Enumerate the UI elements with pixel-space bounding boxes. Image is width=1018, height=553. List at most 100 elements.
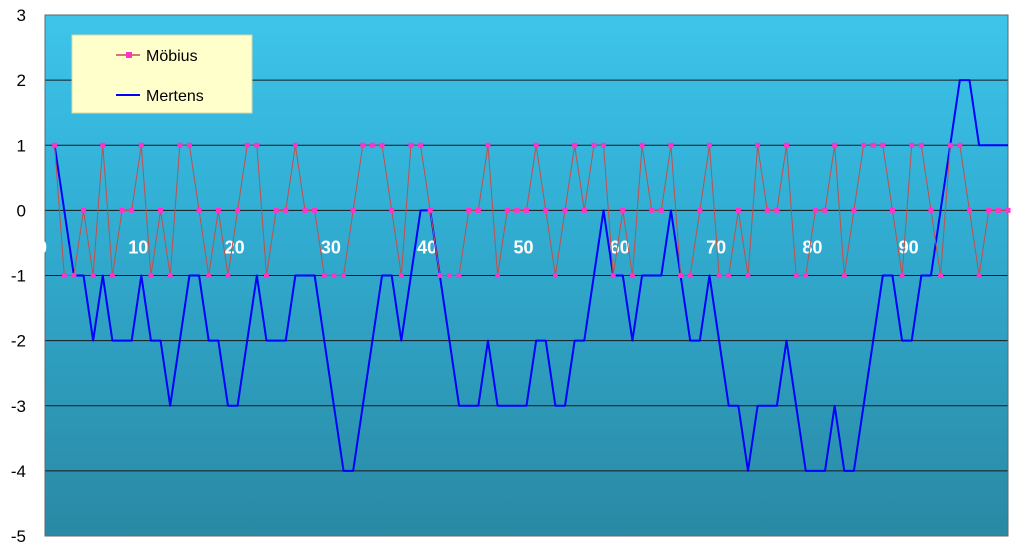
x-tick-label: 0	[37, 237, 47, 257]
series-line-mertens	[53, 79, 1008, 472]
mobius-point	[812, 207, 818, 213]
mobius-point	[215, 207, 221, 213]
mobius-point	[668, 142, 674, 148]
x-tick-label: 80	[802, 237, 822, 257]
mobius-point	[495, 273, 501, 278]
plot-border	[44, 14, 1009, 537]
y-tick-label: 3	[17, 6, 26, 25]
series-layer	[52, 79, 1011, 472]
mobius-point	[148, 273, 154, 278]
mobius-point	[610, 273, 616, 278]
mobius-point	[841, 273, 847, 278]
mobius-point	[186, 142, 192, 148]
mobius-point	[196, 207, 202, 213]
mobius-point	[90, 273, 96, 278]
y-tick-label: 2	[17, 71, 26, 90]
mobius-point	[119, 207, 125, 213]
mobius-point	[774, 207, 780, 213]
x-tick-label: 10	[128, 237, 148, 257]
mobius-point	[138, 142, 144, 148]
mobius-point	[302, 207, 308, 213]
mobius-point	[629, 273, 635, 278]
mobius-point	[158, 207, 164, 213]
mobius-point	[889, 207, 895, 213]
mobius-point	[552, 273, 558, 278]
mobius-point	[533, 142, 539, 148]
mobius-point	[418, 142, 424, 148]
mobius-point	[716, 273, 722, 278]
mobius-point	[341, 273, 347, 278]
mobius-point	[1005, 207, 1011, 213]
mobius-point	[437, 273, 443, 278]
mobius-point	[620, 207, 626, 213]
mobius-point	[52, 142, 58, 148]
mobius-point	[350, 207, 356, 213]
mobius-point	[109, 273, 115, 278]
mobius-point	[938, 273, 944, 278]
x-tick-label: 50	[513, 237, 533, 257]
mobius-point	[283, 207, 289, 213]
mobius-point	[687, 273, 693, 278]
legend-label-mertens: Mertens	[146, 88, 204, 105]
mobius-point	[456, 273, 462, 278]
y-tick-label: -5	[11, 527, 26, 546]
mobius-point	[947, 142, 953, 148]
y-tick-label: 0	[17, 201, 26, 220]
mobius-point	[851, 207, 857, 213]
mobius-point	[572, 142, 578, 148]
mobius-point	[918, 142, 924, 148]
mobius-point	[803, 273, 809, 278]
mobius-point	[957, 142, 963, 148]
x-tick-label: 60	[610, 237, 630, 257]
mobius-point	[167, 273, 173, 278]
legend: Möbius Mertens	[71, 34, 253, 114]
mobius-point	[61, 273, 67, 278]
mobius-point	[832, 142, 838, 148]
y-tick-label: -3	[11, 397, 26, 416]
mobius-point	[485, 142, 491, 148]
mobius-point	[735, 207, 741, 213]
mobius-point	[206, 273, 212, 278]
mobius-point	[793, 273, 799, 278]
mobius-point	[100, 142, 106, 148]
mobius-point	[784, 142, 790, 148]
mobius-point	[312, 207, 318, 213]
mobius-point	[726, 273, 732, 278]
mobius-point	[678, 273, 684, 278]
mobius-point	[263, 273, 269, 278]
mobius-point	[244, 142, 250, 148]
mobius-point	[543, 207, 549, 213]
mobius-point	[129, 207, 135, 213]
mobius-point	[976, 273, 982, 278]
mobius-point	[899, 273, 905, 278]
mobius-point	[71, 273, 77, 278]
mobius-point	[235, 207, 241, 213]
mobius-point	[81, 207, 87, 213]
mobius-point	[909, 142, 915, 148]
y-tick-label: -1	[11, 267, 26, 286]
mobius-point	[822, 207, 828, 213]
y-tick-label: -4	[11, 462, 26, 481]
mobius-point	[389, 207, 395, 213]
x-tick-label: 30	[321, 237, 341, 257]
y-tick-label: 1	[17, 136, 26, 155]
mobius-point	[649, 207, 655, 213]
mobius-point	[379, 142, 385, 148]
mobius-point	[764, 207, 770, 213]
mobius-point	[562, 207, 568, 213]
x-tick-label: 90	[899, 237, 919, 257]
mobius-point	[697, 207, 703, 213]
x-tick-label: 70	[706, 237, 726, 257]
mobius-point	[225, 273, 231, 278]
legend-marker-mobius	[126, 52, 132, 58]
x-tick-label: 40	[417, 237, 437, 257]
mobius-point	[601, 142, 607, 148]
mobius-point	[745, 273, 751, 278]
mobius-point	[408, 142, 414, 148]
mobius-point	[273, 207, 279, 213]
mobius-point	[369, 142, 375, 148]
mobius-point	[870, 142, 876, 148]
y-axis-ticks: 3 2 1 0 -1 -2 -3 -4 -5	[11, 6, 26, 546]
